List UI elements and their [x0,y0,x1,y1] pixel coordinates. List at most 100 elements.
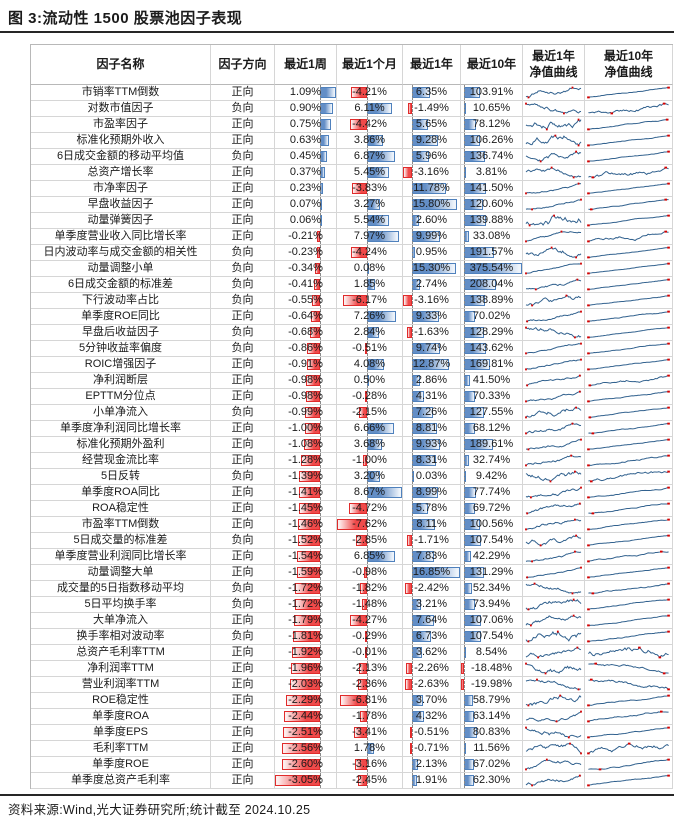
bar-zero-axis-line [367,709,369,724]
direction-value: 正向 [231,118,254,130]
bar-zero-axis-line [464,181,466,196]
direction-value: 正向 [231,310,254,322]
value-text: -1.08% [288,438,323,450]
bar-zero-axis-line [367,517,369,532]
value-text: 0.23% [289,182,322,194]
value-text: 143.62% [469,342,514,354]
value-text: -2.63% [414,678,449,690]
sparkline-1y-cell [523,149,585,165]
sparkline-1y-cell [523,325,585,341]
value-cell-return-1m: -3.83% [337,181,403,197]
nav-sparkline-10y-chart [587,310,670,323]
bar-zero-axis-line [464,373,466,388]
nav-sparkline-10y-chart [587,326,670,339]
value-text: -4.21% [352,86,387,98]
value-text: -0.29% [352,630,387,642]
nav-sparkline-10y-chart [587,262,670,275]
value-cell-return-10y: 3.81% [461,165,523,181]
value-text: 15.30% [412,262,451,274]
value-text: 106.26% [469,134,514,146]
data-bar-negative [286,695,320,706]
nav-sparkline-10y-chart [587,502,670,515]
value-text: 6.87% [353,150,386,162]
value-cell-return-1m: 3.20% [337,469,403,485]
value-cell-return-1w: 0.06% [275,213,337,229]
value-text: -2.60% [288,758,323,770]
value-cell-return-1m: -1.82% [337,581,403,597]
value-cell-return-10y: 58.79% [461,693,523,709]
nav-sparkline-1y-chart [525,550,582,563]
factor-name-cell: ROIC增强因子 [31,357,211,373]
data-bar-negative [403,295,413,306]
nav-sparkline-1y-chart [525,534,582,547]
value-text: -4.24% [352,246,387,258]
bar-zero-axis-line [412,293,413,308]
value-text: -0.21% [288,230,323,242]
bar-zero-axis-line [319,773,321,788]
direction-value: 负向 [231,630,254,642]
value-cell-return-1y: 7.64% [403,613,461,629]
value-cell-return-10y: 70.33% [461,389,523,405]
bar-zero-axis-line [367,613,369,628]
data-bar-negative [340,695,368,706]
nav-sparkline-1y-chart [525,374,582,387]
value-cell-return-10y: 68.12% [461,421,523,437]
value-text: 32.74% [472,454,511,466]
data-bar-positive [319,103,334,114]
data-bar-negative [358,679,368,690]
value-text: 6.85% [353,550,386,562]
bar-zero-axis-line [464,597,466,612]
data-bar-negative [291,647,320,658]
value-text: 0.08% [353,262,386,274]
value-text: 10.65% [472,102,511,114]
sparkline-1y-cell [523,661,585,677]
value-text: -3.16% [414,294,449,306]
bar-zero-axis-line [464,469,466,484]
value-text: 4.31% [415,390,448,402]
value-cell-return-1m: -6.81% [337,693,403,709]
factor-name: EPTTM分位点 [85,390,156,402]
figure-title: 图 3:流动性 1500 股票池因子表现 [8,10,243,27]
value-cell-return-1w: -0.64% [275,309,337,325]
value-cell-return-10y: -18.48% [461,661,523,677]
nav-sparkline-1y-chart [525,86,582,99]
value-text: 0.06% [289,214,322,226]
data-bar-negative [301,455,320,466]
factor-name-cell: 市净率因子 [31,181,211,197]
sparkline-1y-cell [523,277,585,293]
bar-zero-axis-line [412,149,413,164]
value-text: 6.35% [415,86,448,98]
value-cell-return-10y: 131.29% [461,565,523,581]
value-text: -0.99% [288,406,323,418]
value-text: -19.98% [471,678,512,690]
bar-zero-axis-line [412,453,413,468]
value-text: -0.34% [288,262,323,274]
factor-name-cell: 毛利率TTM [31,741,211,757]
data-bar-negative [316,231,320,242]
value-cell-return-10y: 141.50% [461,181,523,197]
nav-sparkline-1y-chart [525,758,582,771]
direction-cell: 正向 [211,661,275,677]
value-text: 3.27% [353,198,386,210]
value-text: -3.41% [352,726,387,738]
value-cell-return-1w: -1.46% [275,517,337,533]
value-cell-return-1y: -0.51% [403,725,461,741]
value-text: 1.78% [353,742,386,754]
direction-cell: 正向 [211,485,275,501]
value-cell-return-10y: 136.74% [461,149,523,165]
value-text: -1.79% [288,614,323,626]
value-text: -1.92% [288,646,323,658]
data-bar-negative [361,599,368,610]
data-bar-negative [358,663,368,674]
value-text: -2.44% [288,710,323,722]
value-text: 1.09% [289,86,322,98]
value-cell-return-10y: 78.12% [461,117,523,133]
value-cell-return-1m: 3.27% [337,197,403,213]
bar-zero-axis-line [367,725,369,740]
data-bar-negative [290,679,320,690]
data-bar-negative [291,663,320,674]
nav-sparkline-10y-chart [587,518,670,531]
value-text: 7.97% [353,230,386,242]
bar-zero-axis-line [367,565,369,580]
factor-name: 5分钟收益率偏度 [78,342,163,354]
